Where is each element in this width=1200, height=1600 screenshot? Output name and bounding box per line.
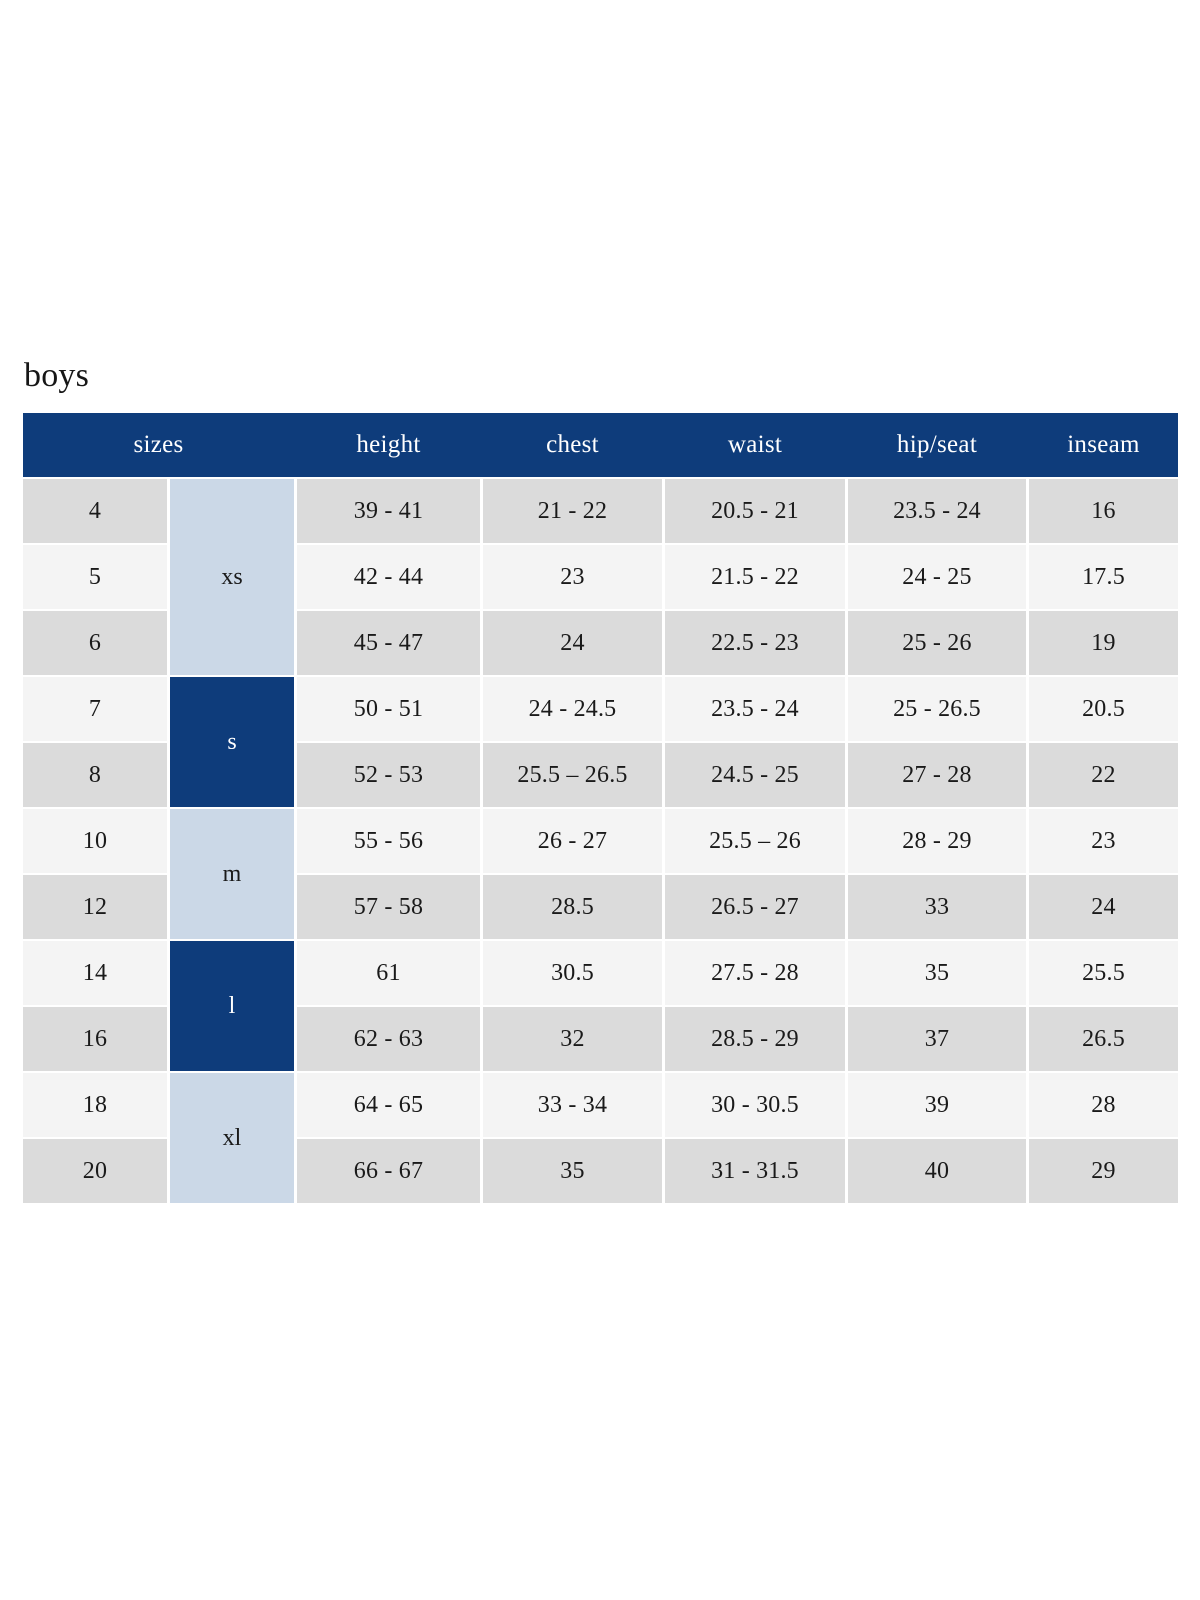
cell-chest: 25.5 – 26.5	[483, 743, 662, 807]
cell-size: 16	[23, 1007, 167, 1071]
cell-chest: 30.5	[483, 941, 662, 1005]
cell-hip-seat: 35	[848, 941, 1026, 1005]
cell-hip-seat: 37	[848, 1007, 1026, 1071]
cell-inseam: 19	[1029, 611, 1178, 675]
cell-waist: 21.5 - 22	[665, 545, 845, 609]
cell-chest: 33 - 34	[483, 1073, 662, 1137]
cell-waist: 20.5 - 21	[665, 479, 845, 543]
cell-height: 39 - 41	[297, 479, 480, 543]
cell-inseam: 24	[1029, 875, 1178, 939]
cell-chest: 23	[483, 545, 662, 609]
cell-size: 4	[23, 479, 167, 543]
cell-inseam: 17.5	[1029, 545, 1178, 609]
cell-hip-seat: 25 - 26.5	[848, 677, 1026, 741]
cell-waist: 27.5 - 28	[665, 941, 845, 1005]
cell-waist: 22.5 - 23	[665, 611, 845, 675]
cell-height: 42 - 44	[297, 545, 480, 609]
cell-waist: 26.5 - 27	[665, 875, 845, 939]
cell-height: 55 - 56	[297, 809, 480, 873]
cell-size: 7	[23, 677, 167, 741]
page-title: boys	[24, 357, 90, 394]
cell-chest: 24	[483, 611, 662, 675]
cell-hip-seat: 33	[848, 875, 1026, 939]
cell-inseam: 29	[1029, 1139, 1178, 1203]
cell-chest: 28.5	[483, 875, 662, 939]
cell-size: 8	[23, 743, 167, 807]
cell-hip-seat: 25 - 26	[848, 611, 1026, 675]
cell-waist: 31 - 31.5	[665, 1139, 845, 1203]
size-group-cell-s: s	[170, 677, 294, 807]
column-header-sizes: sizes	[133, 431, 184, 458]
cell-hip-seat: 39	[848, 1073, 1026, 1137]
cell-chest: 26 - 27	[483, 809, 662, 873]
cell-inseam: 25.5	[1029, 941, 1178, 1005]
cell-height: 66 - 67	[297, 1139, 480, 1203]
column-header-height: height	[356, 431, 421, 458]
cell-waist: 28.5 - 29	[665, 1007, 845, 1071]
column-header-chest: chest	[546, 431, 599, 458]
cell-height: 62 - 63	[297, 1007, 480, 1071]
cell-waist: 30 - 30.5	[665, 1073, 845, 1137]
cell-chest: 32	[483, 1007, 662, 1071]
cell-inseam: 20.5	[1029, 677, 1178, 741]
cell-height: 61	[297, 941, 480, 1005]
cell-hip-seat: 40	[848, 1139, 1026, 1203]
size-group-cell-xs: xs	[170, 479, 294, 675]
cell-inseam: 23	[1029, 809, 1178, 873]
table-body: 4 39 - 41 21 - 22 20.5 - 21 23.5 - 24 16 5 42 -…	[23, 479, 1178, 1203]
cell-chest: 21 - 22	[483, 479, 662, 543]
cell-size: 6	[23, 611, 167, 675]
cell-size: 5	[23, 545, 167, 609]
cell-hip-seat: 27 - 28	[848, 743, 1026, 807]
size-group-cell-m: m	[170, 809, 294, 939]
size-chart-content: boys sizes height chest waist hip/seat i…	[23, 356, 1178, 1203]
size-group-cell-xl: xl	[170, 1073, 294, 1203]
cell-chest: 24 - 24.5	[483, 677, 662, 741]
cell-inseam: 28	[1029, 1073, 1178, 1137]
cell-hip-seat: 23.5 - 24	[848, 479, 1026, 543]
cell-height: 50 - 51	[297, 677, 480, 741]
size-group-cell-l: l	[170, 941, 294, 1071]
cell-height: 52 - 53	[297, 743, 480, 807]
boys-size-chart-table: sizes height chest waist hip/seat inseam…	[23, 413, 1178, 1203]
cell-waist: 24.5 - 25	[665, 743, 845, 807]
column-header-waist: waist	[727, 431, 783, 458]
cell-chest: 35	[483, 1139, 662, 1203]
cell-waist: 23.5 - 24	[665, 677, 845, 741]
cell-inseam: 16	[1029, 479, 1178, 543]
cell-height: 57 - 58	[297, 875, 480, 939]
cell-hip-seat: 28 - 29	[848, 809, 1026, 873]
cell-size: 12	[23, 875, 167, 939]
cell-inseam: 26.5	[1029, 1007, 1178, 1071]
cell-hip-seat: 24 - 25	[848, 545, 1026, 609]
cell-height: 45 - 47	[297, 611, 480, 675]
cell-size: 10	[23, 809, 167, 873]
column-header-inseam: inseam	[1067, 431, 1140, 458]
cell-size: 20	[23, 1139, 167, 1203]
table-header-row: sizes height chest waist hip/seat inseam	[23, 413, 1178, 477]
cell-size: 18	[23, 1073, 167, 1137]
cell-inseam: 22	[1029, 743, 1178, 807]
cell-height: 64 - 65	[297, 1073, 480, 1137]
cell-waist: 25.5 – 26	[665, 809, 845, 873]
column-header-hip-seat: hip/seat	[896, 431, 978, 458]
cell-size: 14	[23, 941, 167, 1005]
